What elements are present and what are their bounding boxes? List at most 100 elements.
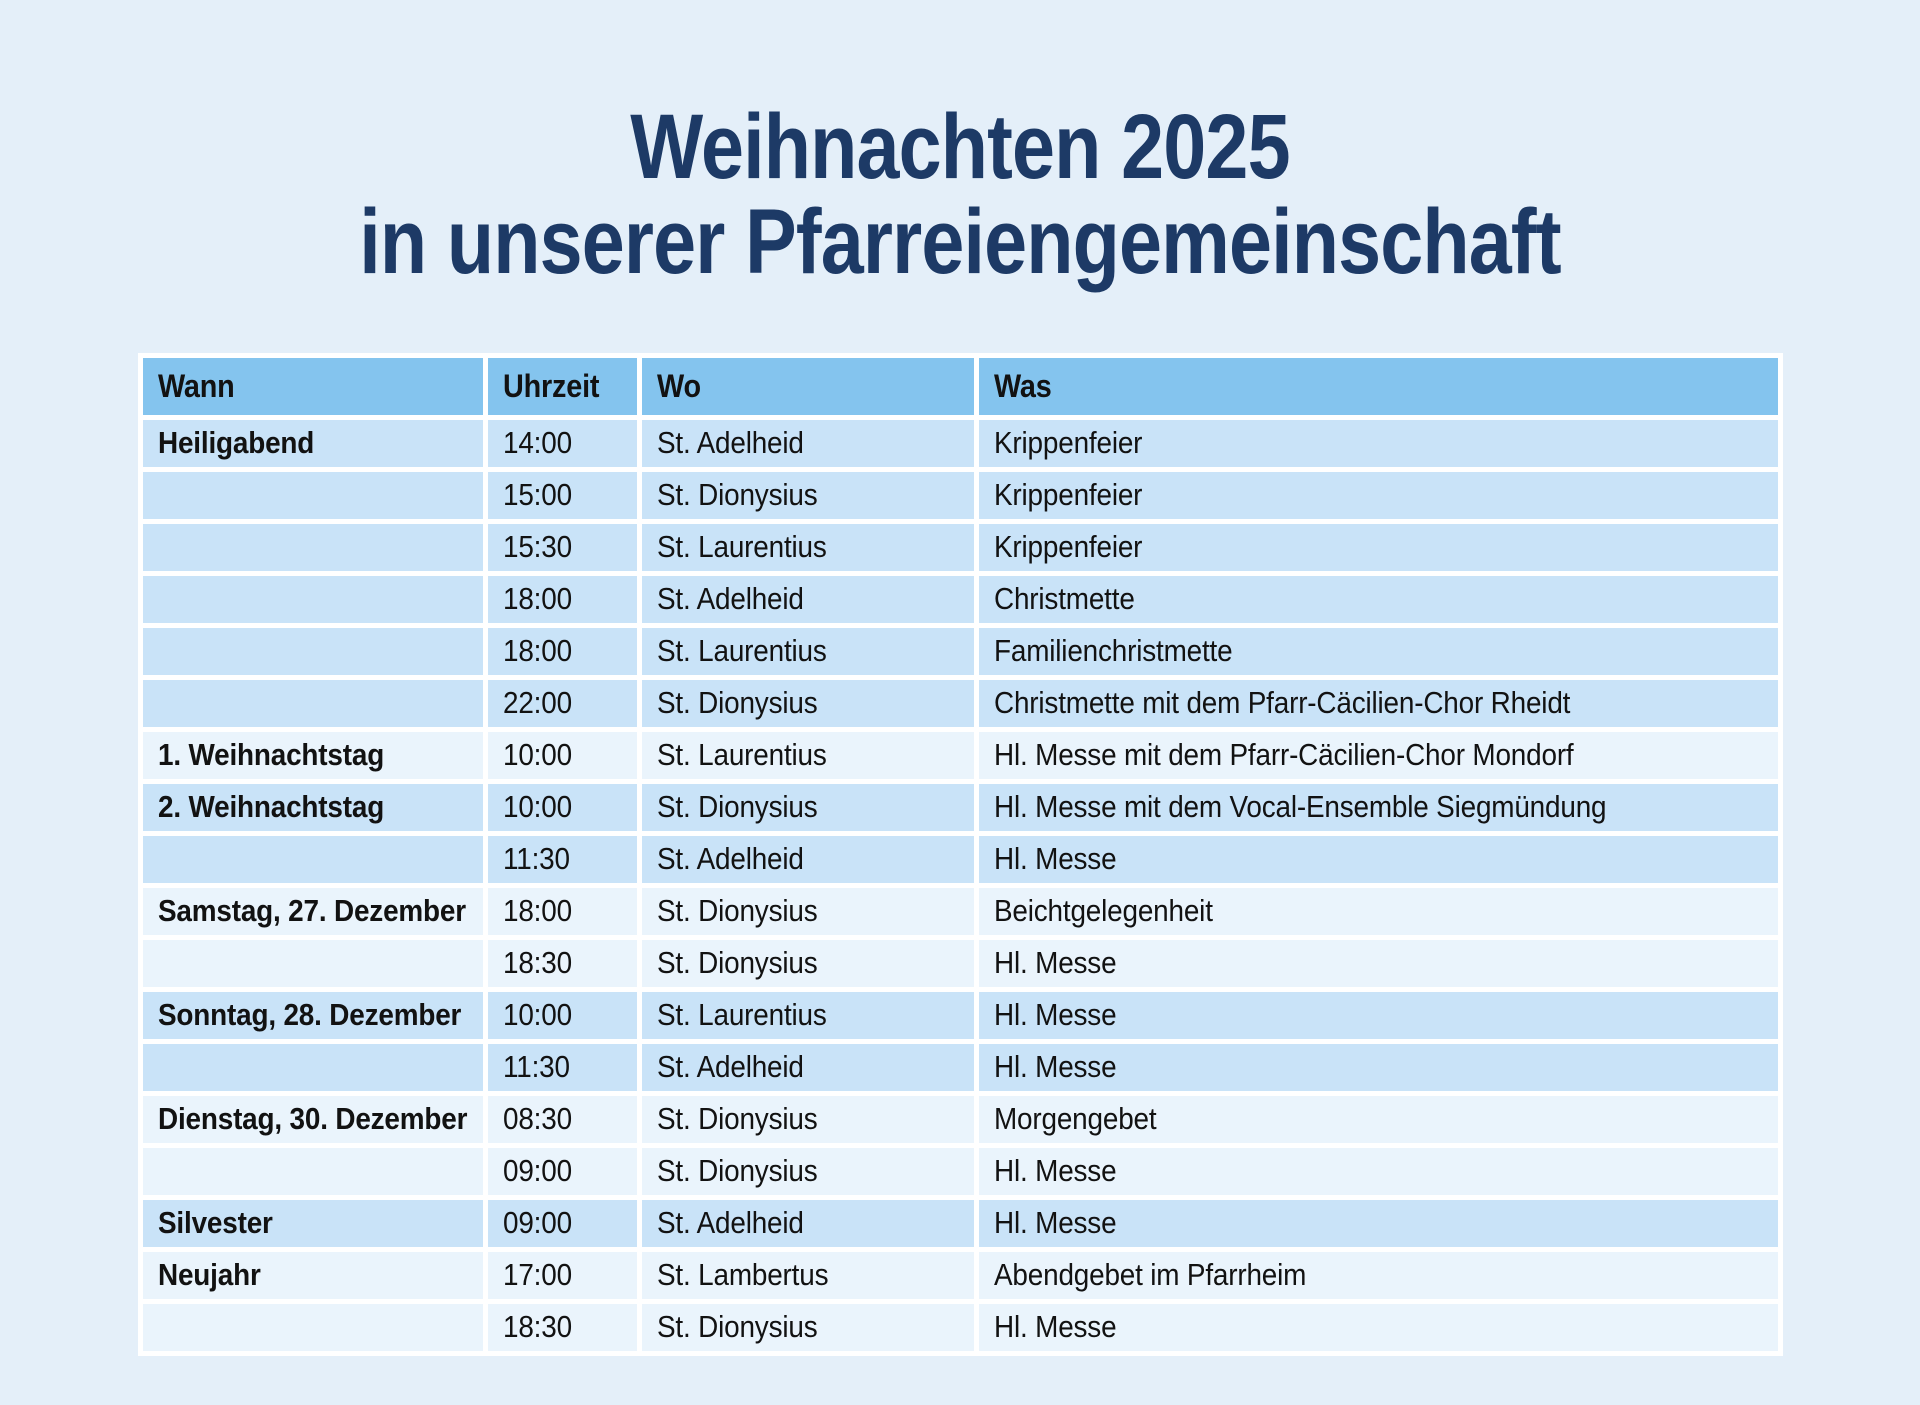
cell-uhrzeit: 11:30 (487, 835, 637, 883)
cell-wann (142, 1043, 483, 1091)
table-row: Dienstag, 30. Dezember 08:30 St. Dionysi… (142, 1095, 1778, 1143)
cell-wann: Silvester (142, 1199, 483, 1247)
cell-wann (142, 523, 483, 571)
cell-wo: St. Dionysius (641, 1095, 974, 1143)
table-row: 18:00 St. Laurentius Familienchristmette (142, 627, 1778, 675)
cell-wann: Neujahr (142, 1251, 483, 1299)
cell-was: Hl. Messe (978, 835, 1778, 883)
christmas-schedule-poster: Weihnachten 2025 in unserer Pfarreiengeme… (0, 62, 1920, 1356)
table-row: 2. Weihnachtstag 10:00 St. Dionysius Hl.… (142, 783, 1778, 831)
cell-wann (142, 939, 483, 987)
cell-wo: St. Dionysius (641, 679, 974, 727)
cell-wo: St. Adelheid (641, 1043, 974, 1091)
table-row: 18:30 St. Dionysius Hl. Messe (142, 1303, 1778, 1351)
cell-wo: St. Dionysius (641, 471, 974, 519)
cell-was: Christmette (978, 575, 1778, 623)
cell-was: Morgengebet (978, 1095, 1778, 1143)
cell-uhrzeit: 09:00 (487, 1147, 637, 1195)
table-row: 18:00 St. Adelheid Christmette (142, 575, 1778, 623)
cell-uhrzeit: 18:00 (487, 627, 637, 675)
cell-was: Hl. Messe (978, 939, 1778, 987)
cell-was: Familienchristmette (978, 627, 1778, 675)
table-row: 11:30 St. Adelheid Hl. Messe (142, 835, 1778, 883)
cell-was: Krippenfeier (978, 523, 1778, 571)
cell-wo: St. Laurentius (641, 627, 974, 675)
cell-wo: St. Adelheid (641, 575, 974, 623)
cell-wo: St. Adelheid (641, 419, 974, 467)
cell-wann (142, 627, 483, 675)
cell-wo: St. Laurentius (641, 991, 974, 1039)
cell-uhrzeit: 10:00 (487, 991, 637, 1039)
title-line-1: Weihnachten 2025 (630, 95, 1290, 198)
cell-uhrzeit: 18:30 (487, 939, 637, 987)
cell-wo: St. Lambertus (641, 1251, 974, 1299)
cell-wo: St. Laurentius (641, 523, 974, 571)
cell-wann: Samstag, 27. Dezember (142, 887, 483, 935)
cell-wann (142, 835, 483, 883)
cell-wo: St. Adelheid (641, 1199, 974, 1247)
cell-wo: St. Adelheid (641, 835, 974, 883)
cell-uhrzeit: 17:00 (487, 1251, 637, 1299)
cell-wo: St. Laurentius (641, 731, 974, 779)
column-header-uhrzeit: Uhrzeit (487, 357, 637, 415)
cell-wann: Sonntag, 28. Dezember (142, 991, 483, 1039)
page-title: Weihnachten 2025 in unserer Pfarreiengeme… (154, 62, 1767, 291)
cell-was: Hl. Messe (978, 1043, 1778, 1091)
table-header-row: Wann Uhrzeit Wo Was (142, 357, 1778, 415)
cell-wann (142, 1147, 483, 1195)
cell-uhrzeit: 09:00 (487, 1199, 637, 1247)
cell-uhrzeit: 18:00 (487, 887, 637, 935)
cell-wo: St. Dionysius (641, 783, 974, 831)
table-row: Silvester 09:00 St. Adelheid Hl. Messe (142, 1199, 1778, 1247)
cell-wann: Heiligabend (142, 419, 483, 467)
table-row: 22:00 St. Dionysius Christmette mit dem … (142, 679, 1778, 727)
cell-wann (142, 679, 483, 727)
cell-wo: St. Dionysius (641, 1147, 974, 1195)
cell-wann (142, 1303, 483, 1351)
cell-was: Christmette mit dem Pfarr-Cäcilien-Chor … (978, 679, 1778, 727)
cell-uhrzeit: 22:00 (487, 679, 637, 727)
cell-wann: 1. Weihnachtstag (142, 731, 483, 779)
cell-wann: Dienstag, 30. Dezember (142, 1095, 483, 1143)
column-header-wann: Wann (142, 357, 483, 415)
table-row: 18:30 St. Dionysius Hl. Messe (142, 939, 1778, 987)
cell-was: Beichtgelegenheit (978, 887, 1778, 935)
cell-wo: St. Dionysius (641, 1303, 974, 1351)
cell-uhrzeit: 15:00 (487, 471, 637, 519)
cell-was: Krippenfeier (978, 419, 1778, 467)
cell-was: Hl. Messe (978, 991, 1778, 1039)
cell-uhrzeit: 11:30 (487, 1043, 637, 1091)
cell-was: Krippenfeier (978, 471, 1778, 519)
cell-uhrzeit: 15:30 (487, 523, 637, 571)
column-header-label: Uhrzeit (502, 367, 600, 404)
column-header-label: Was (993, 367, 1052, 404)
column-header-label: Wo (656, 367, 701, 404)
column-header-wo: Wo (641, 357, 974, 415)
table-row: 1. Weihnachtstag 10:00 St. Laurentius Hl… (142, 731, 1778, 779)
cell-uhrzeit: 10:00 (487, 783, 637, 831)
table-row: 11:30 St. Adelheid Hl. Messe (142, 1043, 1778, 1091)
cell-was: Abendgebet im Pfarrheim (978, 1251, 1778, 1299)
table-row: 09:00 St. Dionysius Hl. Messe (142, 1147, 1778, 1195)
cell-uhrzeit: 18:00 (487, 575, 637, 623)
table-row: 15:30 St. Laurentius Krippenfeier (142, 523, 1778, 571)
title-line-2: in unserer Pfarreiengemeinschaft (359, 191, 1561, 294)
cell-was: Hl. Messe (978, 1303, 1778, 1351)
cell-uhrzeit: 10:00 (487, 731, 637, 779)
table-row: 15:00 St. Dionysius Krippenfeier (142, 471, 1778, 519)
cell-was: Hl. Messe (978, 1147, 1778, 1195)
table-row: Sonntag, 28. Dezember 10:00 St. Laurenti… (142, 991, 1778, 1039)
cell-was: Hl. Messe mit dem Pfarr-Cäcilien-Chor Mo… (978, 731, 1778, 779)
table-row: Heiligabend 14:00 St. Adelheid Krippenfe… (142, 419, 1778, 467)
table-row: Samstag, 27. Dezember 18:00 St. Dionysiu… (142, 887, 1778, 935)
cell-wo: St. Dionysius (641, 887, 974, 935)
table-row: Neujahr 17:00 St. Lambertus Abendgebet i… (142, 1251, 1778, 1299)
cell-wann (142, 575, 483, 623)
cell-wo: St. Dionysius (641, 939, 974, 987)
cell-uhrzeit: 14:00 (487, 419, 637, 467)
schedule-table: Wann Uhrzeit Wo Was Heiligabend 14:00 St… (137, 352, 1783, 1356)
cell-was: Hl. Messe (978, 1199, 1778, 1247)
column-header-was: Was (978, 357, 1778, 415)
cell-uhrzeit: 08:30 (487, 1095, 637, 1143)
cell-uhrzeit: 18:30 (487, 1303, 637, 1351)
